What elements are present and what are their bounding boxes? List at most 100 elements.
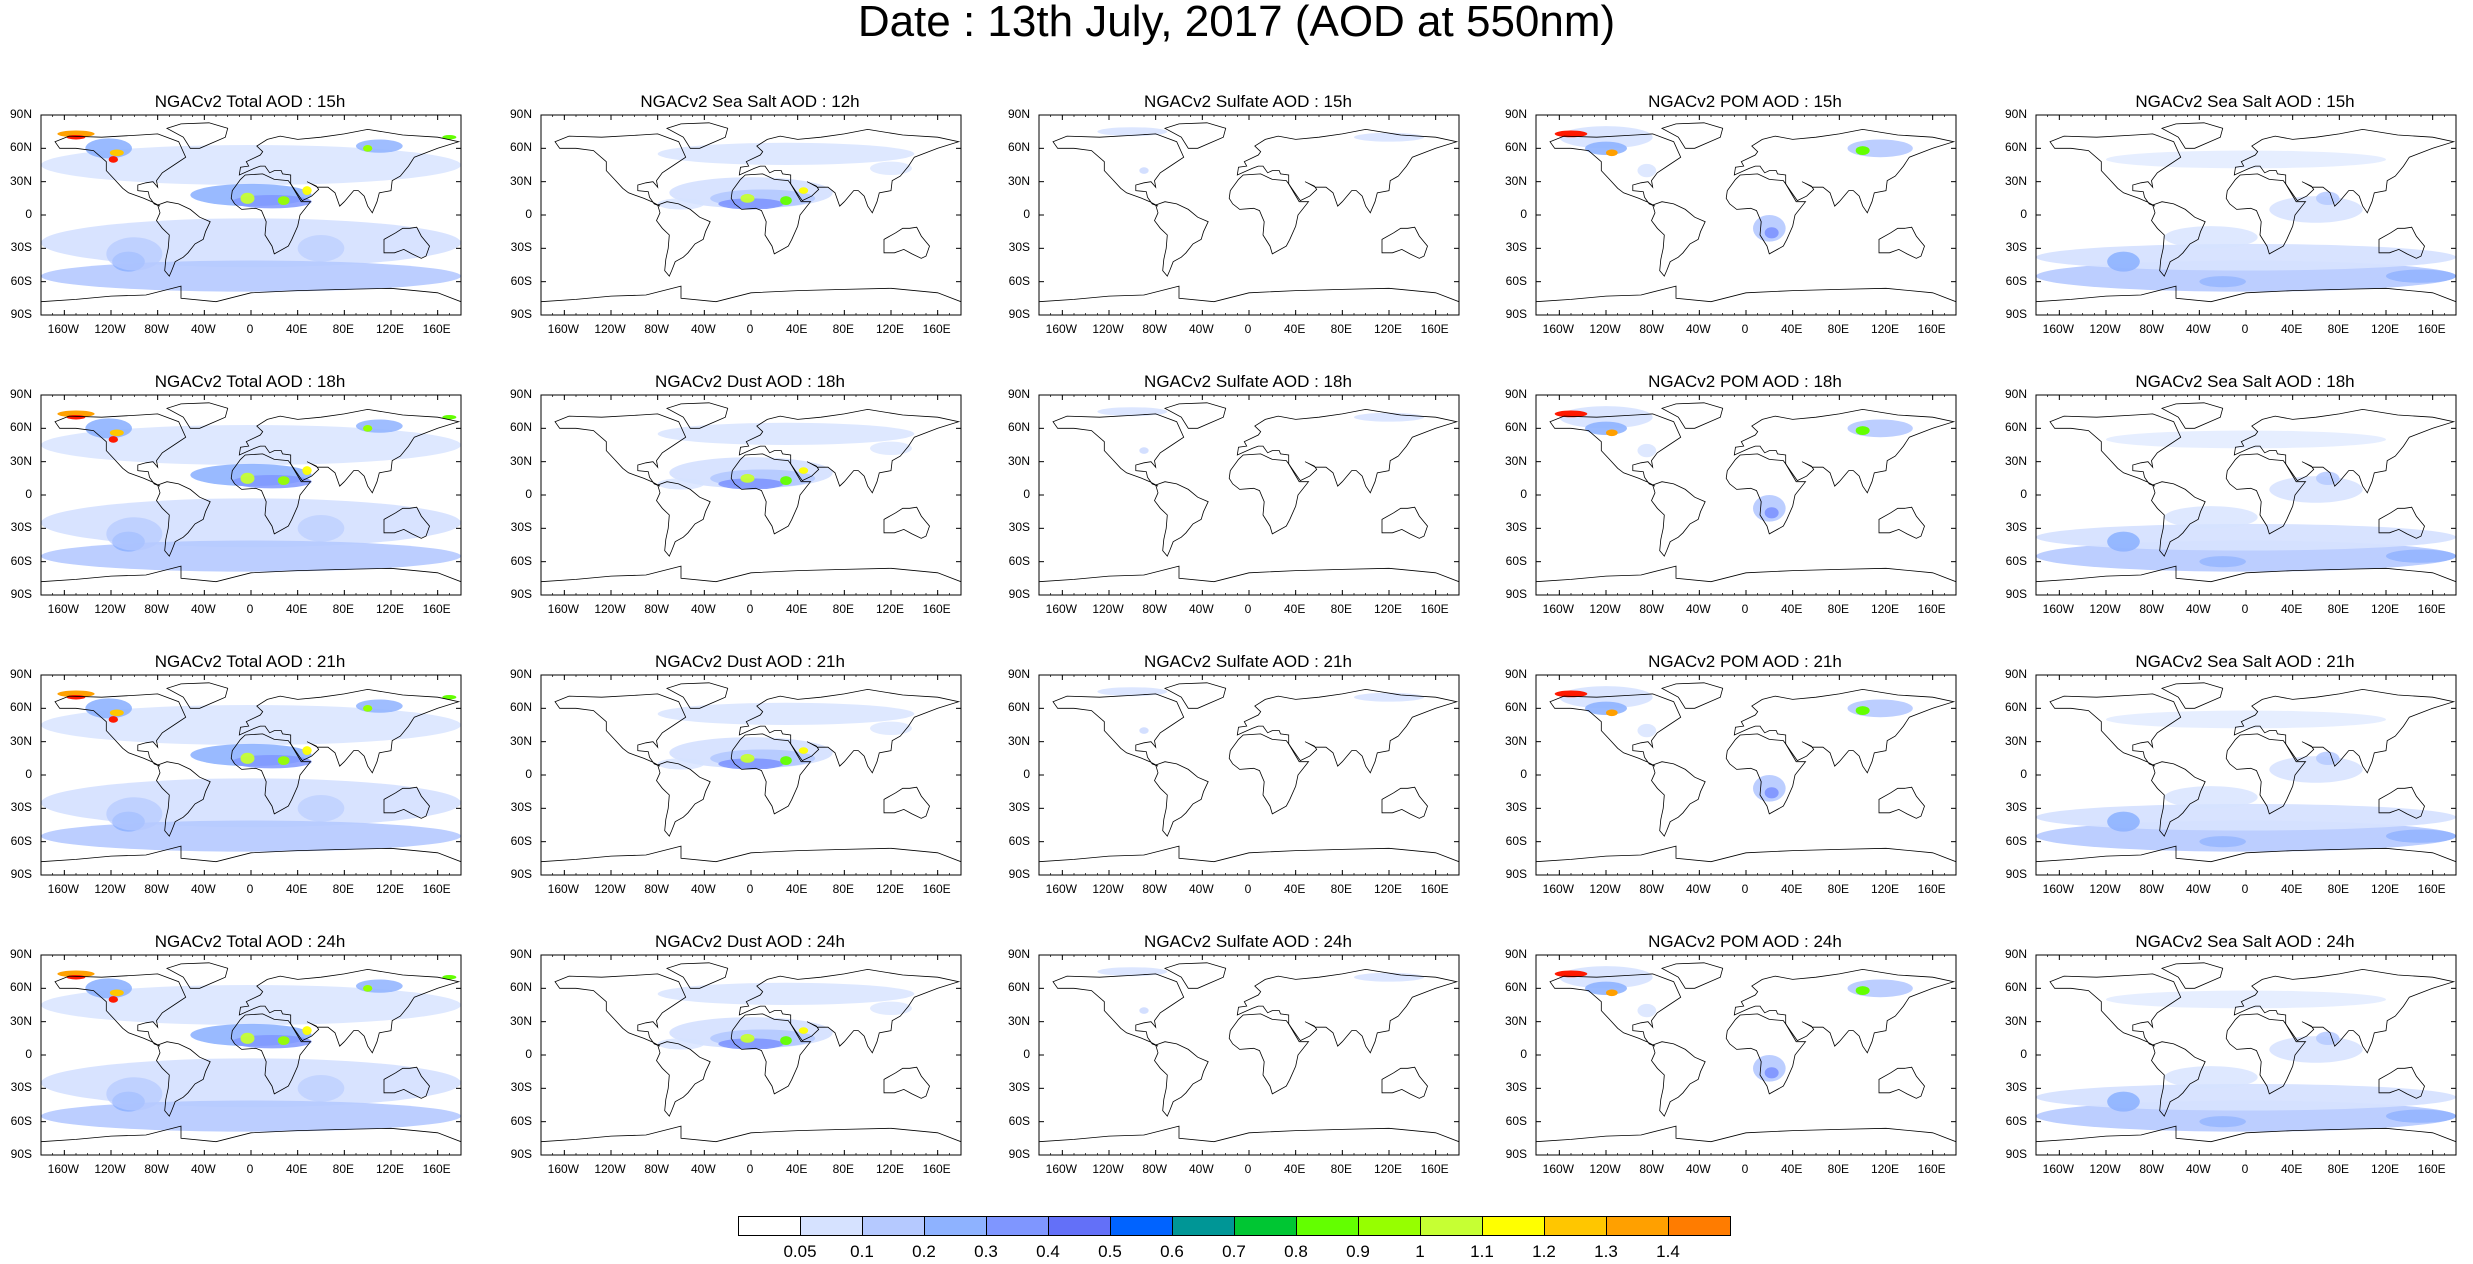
coastline	[665, 402, 729, 429]
coastline	[2225, 453, 2307, 535]
latitude-tick-label: 60N	[509, 980, 532, 995]
coastline	[1163, 682, 1227, 709]
aod-contour-patch	[108, 996, 119, 1003]
latitude-tick-label: 60S	[1505, 1113, 1527, 1128]
longitude-tick-label: 160W	[547, 1162, 579, 1176]
aod-contour-patch	[1606, 429, 1618, 437]
longitude-tick-label: 160E	[2417, 602, 2446, 616]
coastline	[54, 413, 187, 487]
aod-contour-patch	[2316, 1031, 2340, 1045]
aod-contour-patch	[2269, 476, 2363, 503]
latitude-tick-label: 60N	[9, 140, 32, 155]
latitude-tick-label: 0	[2020, 767, 2027, 781]
coastline	[665, 122, 729, 149]
aod-contour-patch	[442, 415, 457, 420]
map-panel: NGACv2 Sea Salt AOD : 12h 90N 60N 30N 0 30S 60…	[500, 92, 980, 342]
longitude-tick-label: 120E	[1870, 882, 1900, 896]
aod-contour-patch	[1855, 706, 1870, 715]
longitude-tick-label: 80W	[144, 322, 169, 336]
coastline	[2225, 733, 2307, 815]
longitude-tick-label: 120W	[94, 322, 126, 336]
aod-contour-patch	[1139, 167, 1149, 174]
colorbar-swatch	[1358, 1216, 1421, 1236]
longitude-tick-label: 120W	[1589, 1162, 1621, 1176]
latitude-tick-label: 30N	[1504, 733, 1527, 748]
latitude-tick-label: 60N	[1504, 140, 1527, 155]
coastline	[1039, 845, 1459, 875]
latitude-tick-label: 90N	[1007, 107, 1030, 121]
longitude-tick-label: 40W	[2185, 1162, 2211, 1176]
coastline	[2151, 1041, 2206, 1117]
latitude-tick-label: 90N	[1504, 107, 1527, 121]
longitude-tick-label: 0	[2241, 602, 2249, 616]
coastline	[2233, 968, 2456, 1054]
longitude-tick-label: 80E	[332, 602, 354, 616]
latitude-tick-label: 90N	[1504, 667, 1527, 681]
latitude-tick-label: 90N	[509, 107, 532, 121]
aod-contour-patch	[109, 709, 124, 717]
longitude-tick-label: 120E	[875, 322, 905, 336]
aod-contour-patch	[1764, 227, 1779, 239]
colorbar-swatch	[986, 1216, 1049, 1236]
longitude-tick-label: 120E	[875, 1162, 905, 1176]
coastline	[1536, 285, 1956, 315]
latitude-tick-label: 30S	[1505, 520, 1527, 535]
latitude-tick-label: 90N	[1504, 947, 1527, 961]
latitude-tick-label: 30N	[1007, 1013, 1030, 1028]
latitude-tick-label: 90S	[510, 307, 532, 321]
latitude-tick-label: 90N	[509, 947, 532, 961]
coastline	[41, 1125, 461, 1155]
longitude-tick-label: 160E	[1420, 322, 1449, 336]
aod-map	[540, 674, 962, 876]
coastline	[1228, 173, 1310, 255]
latitude-tick-label: 30S	[1008, 1080, 1030, 1095]
coastline	[2160, 122, 2224, 149]
aod-contour-patch	[442, 695, 457, 700]
aod-contour-patch	[106, 517, 163, 551]
aod-contour-patch	[2386, 269, 2456, 283]
latitude-tick-label: 60S	[510, 1113, 532, 1128]
aod-contour-patch	[1606, 989, 1618, 997]
longitude-tick-label: 80W	[1142, 1162, 1167, 1176]
latitude-tick-label: 0	[525, 1047, 532, 1061]
coastline	[541, 565, 961, 595]
longitude-tick-label: 120W	[2089, 602, 2121, 616]
aod-map	[1535, 954, 1957, 1156]
latitude-tick-label: 30N	[509, 733, 532, 748]
latitude-tick-label: 60N	[1007, 140, 1030, 155]
longitude-tick-label: 40E	[285, 882, 308, 896]
longitude-tick-label: 120W	[2089, 1162, 2121, 1176]
latitude-tick-label: 30N	[1504, 173, 1527, 188]
coastline	[165, 962, 229, 989]
longitude-tick-label: 120W	[94, 1162, 126, 1176]
colorbar-swatch	[1668, 1216, 1731, 1236]
aod-contour-patch	[356, 419, 403, 433]
longitude-tick-label: 40E	[285, 1162, 308, 1176]
coastline	[730, 453, 812, 535]
latitude-tick-label: 90N	[509, 387, 532, 401]
colorbar-swatch	[924, 1216, 987, 1236]
longitude-tick-label: 80W	[144, 602, 169, 616]
longitude-tick-label: 80W	[2139, 1162, 2164, 1176]
coastline	[1163, 122, 1227, 149]
latitude-tick-label: 60N	[9, 980, 32, 995]
coastline	[1154, 201, 1209, 277]
longitude-tick-label: 80E	[1330, 882, 1352, 896]
coastline	[541, 845, 961, 875]
coastline	[656, 1041, 711, 1117]
map-panel: NGACv2 Dust AOD : 18h 90N 60N 30N 0 30S 60S 90S…	[500, 372, 980, 622]
coastline	[738, 688, 961, 774]
longitude-tick-label: 40W	[190, 602, 216, 616]
latitude-tick-label: 30S	[10, 800, 32, 815]
coastline	[2151, 201, 2206, 277]
coastline	[665, 682, 729, 709]
colorbar: 0.05 0.1 0.2 0.3 0.4 0.5 0.6 0.7 0.8 0.9 1 1.1 1.2 1.…	[738, 1216, 1731, 1264]
longitude-tick-label: 40W	[690, 882, 716, 896]
panel-title: NGACv2 POM AOD : 18h	[1648, 372, 1842, 391]
aod-contour-patch	[302, 746, 312, 755]
latitude-tick-label: 90S	[10, 867, 32, 881]
longitude-tick-label: 120E	[2370, 602, 2400, 616]
latitude-tick-label: 30S	[1505, 800, 1527, 815]
longitude-tick-label: 40E	[1780, 602, 1803, 616]
aod-contour-patch	[41, 985, 461, 1025]
